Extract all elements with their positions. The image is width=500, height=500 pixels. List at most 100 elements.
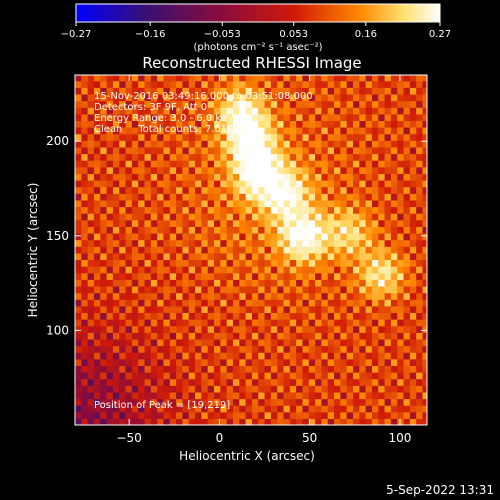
heatmap-cell [144, 93, 152, 102]
heatmap-cell [163, 153, 171, 161]
heatmap-cell [277, 385, 285, 393]
heatmap-cell [188, 127, 196, 135]
heatmap-cell [315, 166, 322, 174]
heatmap-cell [384, 146, 392, 155]
heatmap-cell [327, 411, 335, 419]
heatmap-cell [327, 398, 335, 406]
heatmap-cell [403, 113, 411, 122]
heatmap-cell [359, 140, 367, 148]
heatmap-cell [150, 213, 158, 221]
heatmap-cell [226, 332, 234, 340]
heatmap-cell [100, 405, 108, 413]
heatmap-cell [131, 332, 139, 340]
heatmap-cell [296, 385, 304, 393]
heatmap-cell [131, 259, 139, 267]
heatmap-cell [100, 166, 108, 174]
heatmap-cell [258, 193, 266, 201]
heatmap-cell [371, 292, 379, 300]
heatmap-cell [340, 75, 348, 82]
heatmap-cell [416, 107, 424, 115]
heatmap-cell [182, 378, 190, 386]
heatmap-cell [232, 285, 240, 294]
heatmap-cell [340, 358, 348, 367]
heatmap-cell [264, 345, 272, 353]
heatmap-cell [359, 133, 367, 141]
heatmap-cell [106, 365, 114, 373]
heatmap-cell [277, 160, 285, 168]
heatmap-cell [365, 160, 373, 168]
heatmap-cell [315, 338, 322, 347]
heatmap-cell [87, 312, 95, 320]
heatmap-cell [390, 232, 398, 241]
heatmap-cell [87, 93, 95, 102]
heatmap-cell [346, 372, 354, 380]
heatmap-cell [207, 133, 215, 141]
heatmap-cell [201, 213, 209, 221]
heatmap-cell [201, 365, 209, 373]
heatmap-cell [138, 312, 146, 320]
heatmap-cell [87, 358, 95, 367]
heatmap-cell [289, 140, 297, 148]
heatmap-cell [182, 160, 190, 168]
heatmap-cell [251, 113, 259, 122]
heatmap-cell [390, 319, 398, 327]
heatmap-cell [207, 418, 215, 425]
heatmap-cell [422, 358, 427, 367]
heatmap-cell [106, 411, 114, 419]
heatmap-cell [340, 239, 348, 247]
heatmap-cell [87, 266, 95, 274]
heatmap-cell [340, 232, 348, 241]
heatmap-cell [81, 418, 89, 425]
heatmap-cell [125, 292, 133, 300]
heatmap-cell [416, 285, 424, 294]
heatmap-cell [245, 186, 253, 194]
heatmap-cell [232, 372, 240, 380]
heatmap-cell [232, 391, 240, 400]
heatmap-cell [195, 378, 202, 386]
heatmap-cell [188, 93, 196, 102]
heatmap-cell [207, 173, 215, 181]
heatmap-cell [277, 418, 285, 425]
heatmap-cell [213, 180, 221, 188]
heatmap-cell [163, 398, 171, 406]
heatmap-cell [150, 279, 158, 287]
heatmap-cell [321, 319, 329, 327]
heatmap-cell [182, 206, 190, 214]
heatmap-cell [93, 219, 101, 227]
heatmap-cell [327, 120, 335, 128]
colorbar-unit-label: (photons cm⁻² s⁻¹ asec⁻²) [193, 42, 322, 53]
heatmap-cell [371, 299, 379, 307]
heatmap-cell [226, 219, 234, 227]
heatmap-cell [213, 199, 221, 208]
heatmap-cell [163, 292, 171, 300]
heatmap-cell [403, 127, 411, 135]
heatmap-cell [188, 80, 196, 88]
heatmap-cell [150, 193, 158, 201]
heatmap-cell [365, 338, 373, 347]
heatmap-cell [239, 332, 247, 340]
heatmap-cell [346, 266, 354, 274]
heatmap-cell [232, 325, 240, 333]
heatmap-cell [93, 213, 101, 221]
heatmap-cell [270, 113, 278, 122]
heatmap-cell [359, 279, 367, 287]
heatmap-cell [270, 246, 278, 254]
heatmap-cell [346, 186, 354, 194]
heatmap-cell [302, 199, 310, 208]
heatmap-cell [163, 75, 171, 82]
heatmap-cell [207, 385, 215, 393]
heatmap-cell [352, 358, 360, 367]
y-axis-label: Heliocentric Y (arcsec) [26, 183, 40, 318]
heatmap-cell [308, 259, 316, 267]
heatmap-cell [188, 292, 196, 300]
heatmap-cell [277, 213, 285, 221]
heatmap-cell [93, 345, 101, 353]
heatmap-cell [150, 358, 158, 367]
heatmap-cell [352, 173, 360, 181]
heatmap-cell [296, 206, 304, 214]
heatmap-cell [340, 246, 348, 254]
heatmap-cell [119, 266, 127, 274]
heatmap-cell [422, 259, 427, 267]
heatmap-cell [182, 411, 190, 419]
heatmap-cell [365, 75, 373, 82]
